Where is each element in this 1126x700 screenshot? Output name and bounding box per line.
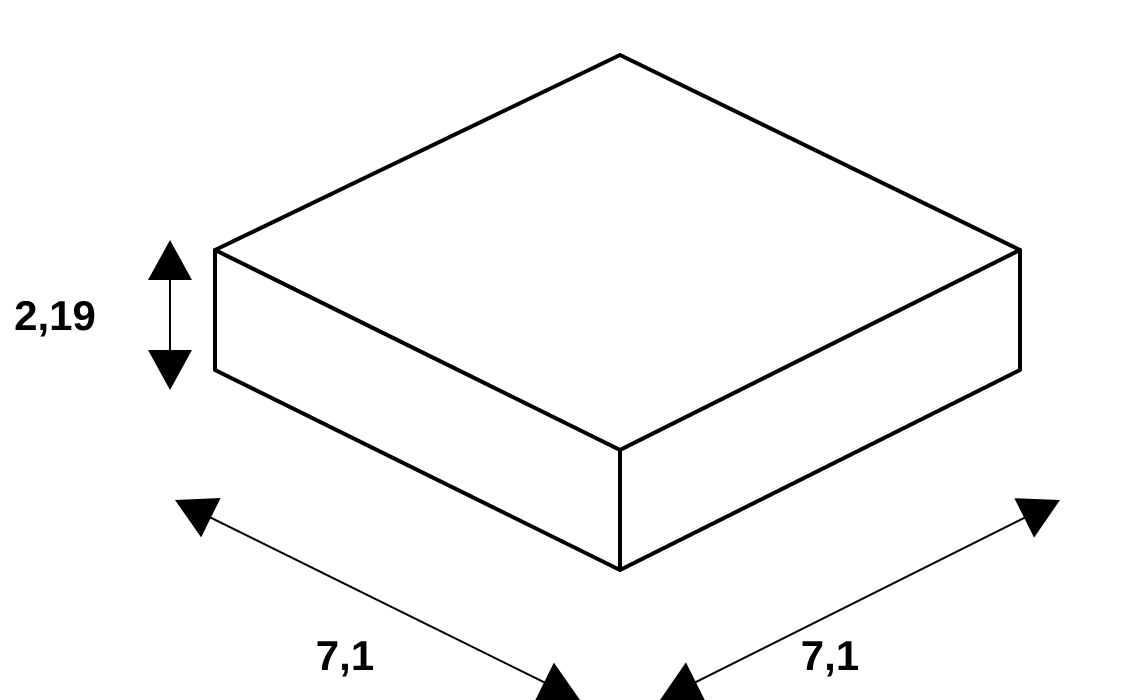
height-label: 2,19 (14, 292, 96, 339)
dimension-diagram: 2,19 7,1 7,1 (0, 0, 1126, 700)
width-label: 7,1 (316, 632, 374, 679)
depth-label: 7,1 (801, 632, 859, 679)
